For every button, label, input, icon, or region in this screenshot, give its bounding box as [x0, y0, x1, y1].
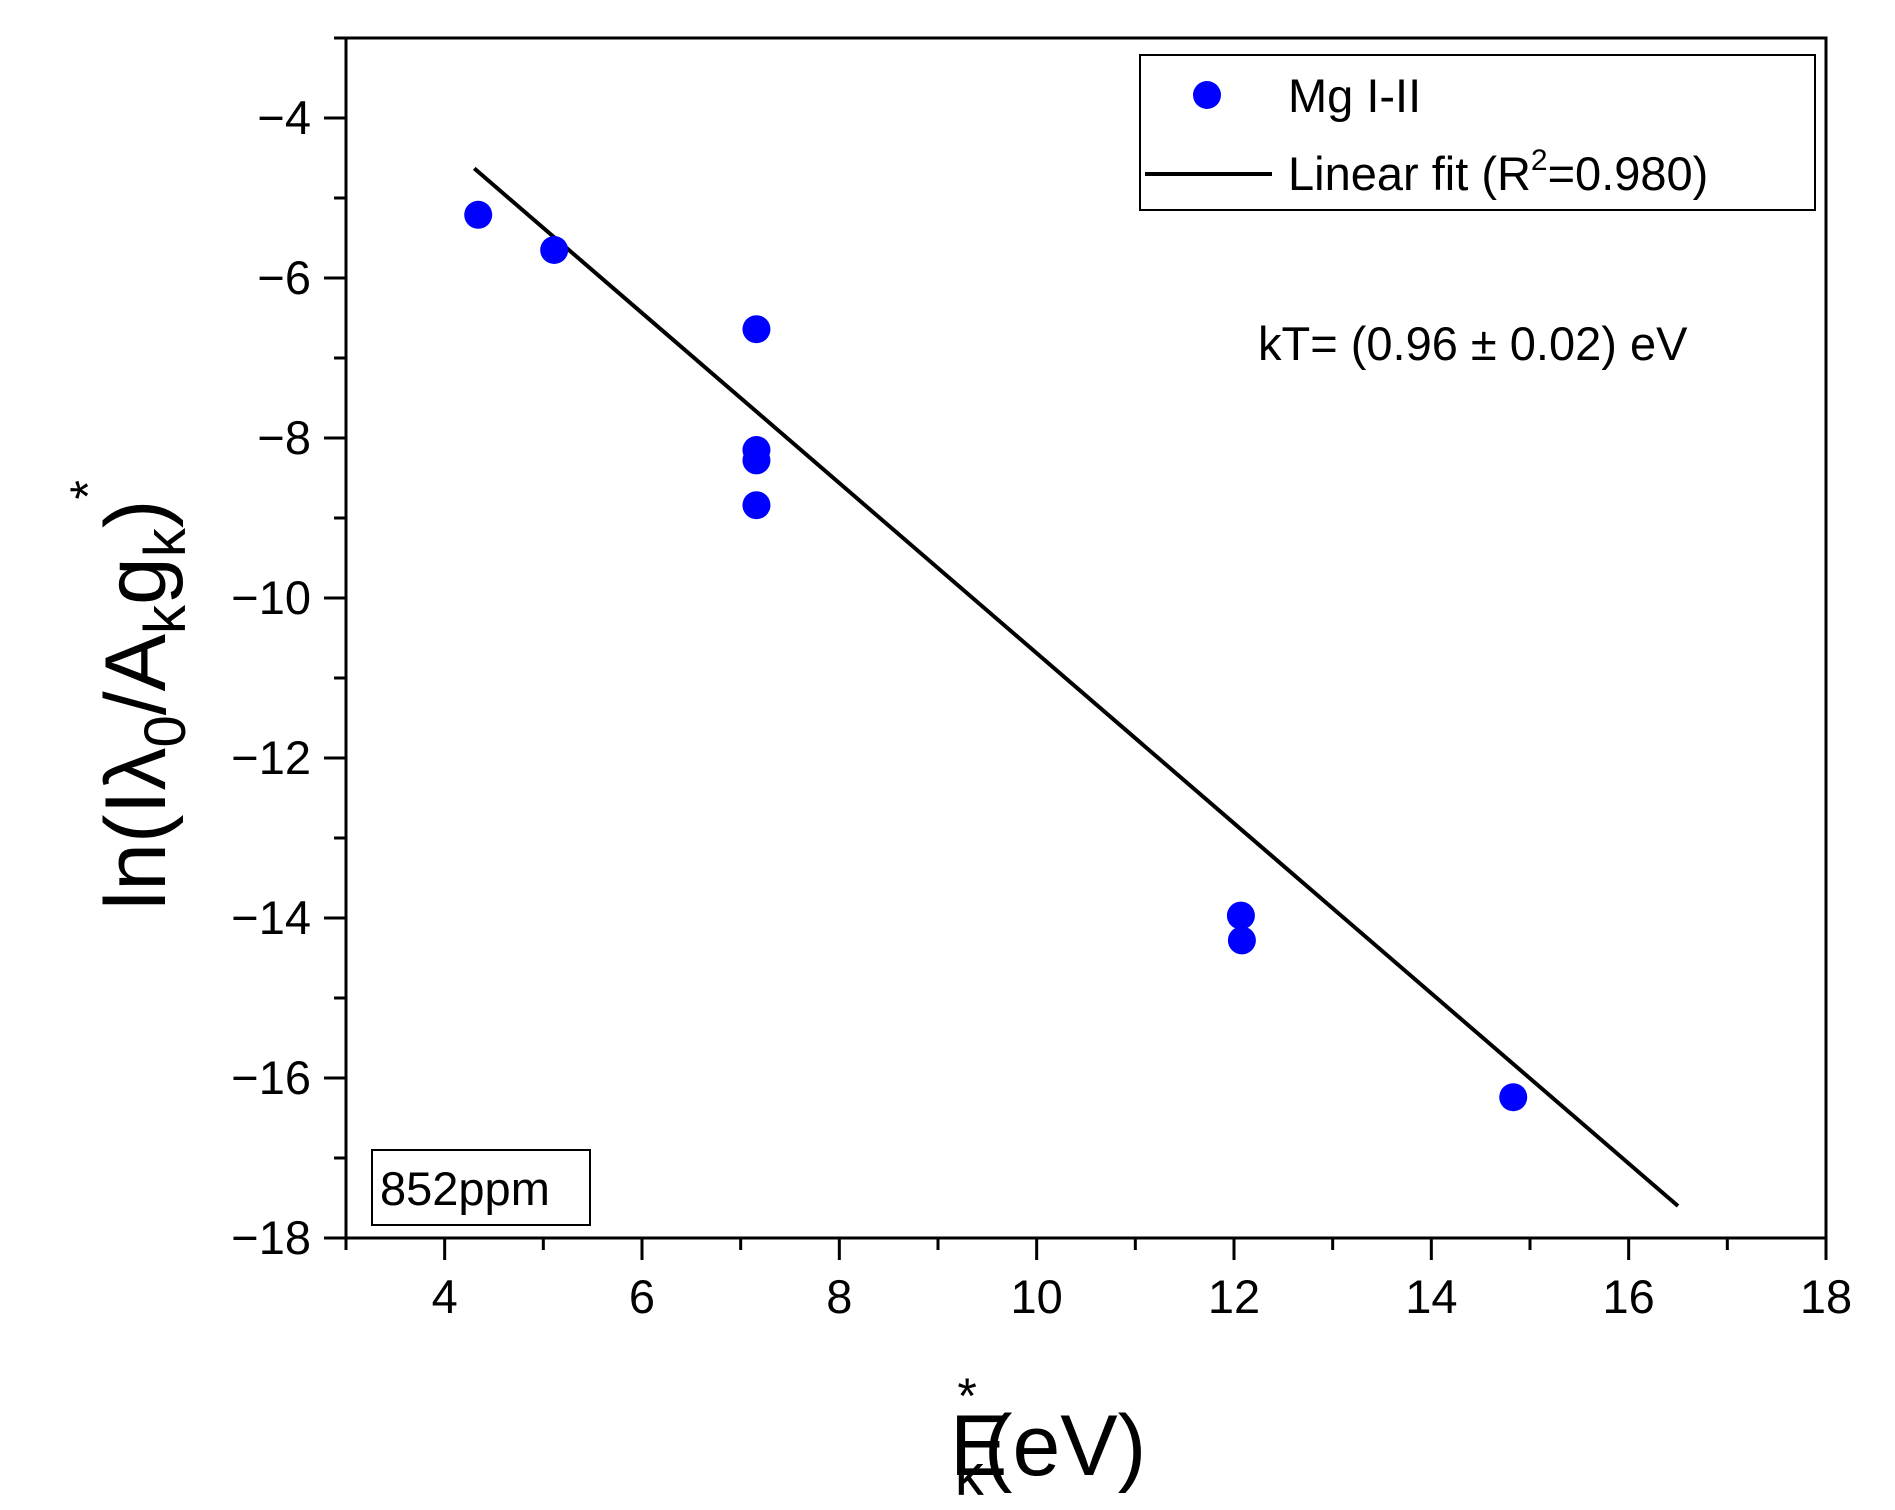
data-point	[1499, 1083, 1528, 1112]
x-axis-title: E* k(eV)	[950, 1368, 1146, 1508]
y-tick-label: −4	[257, 91, 311, 144]
sample-label-text: 852ppm	[380, 1162, 550, 1215]
x-tick-label: 16	[1603, 1270, 1655, 1323]
data-point	[1227, 926, 1256, 955]
data-point	[742, 491, 771, 520]
data-point	[742, 446, 771, 475]
y-title-sub-k2: k	[133, 527, 198, 557]
data-point	[1226, 901, 1255, 930]
x-title-subscript: k	[955, 1443, 985, 1508]
legend-marker-mg	[1193, 81, 1221, 109]
y-tick-label: −18	[231, 1211, 311, 1264]
data-point	[464, 200, 493, 229]
y-title-prefix: ln(Iλ	[88, 748, 184, 910]
y-tick-label: −10	[231, 571, 311, 624]
x-tick-label: 8	[826, 1270, 852, 1323]
y-title-suffix: )	[88, 500, 184, 529]
legend-label-fit: Linear fit (R2=0.980)	[1288, 144, 1708, 200]
data-point	[540, 236, 569, 264]
y-tick-label: −14	[231, 891, 311, 944]
y-tick-label: −6	[257, 251, 311, 304]
legend-box	[1139, 54, 1816, 211]
x-tick-label: 10	[1011, 1270, 1063, 1323]
legend-fit-text: Linear fit (R	[1288, 147, 1531, 200]
legend: Mg I-II Linear fit (R2=0.980)	[1139, 54, 1816, 211]
linear-fit-line	[472, 166, 1680, 1208]
kt-annotation: kT= (0.96 ± 0.02) eV	[1258, 317, 1688, 370]
legend-fit-suffix: =0.980)	[1548, 147, 1709, 200]
y-tick-label: −8	[257, 411, 311, 464]
axes: 4 6 8 10 12 14 16 18 −18 −16 −14 −12 −10 −8 −6 −4	[231, 36, 1852, 1323]
x-title-superscript: *	[957, 1368, 976, 1424]
y-tick-label: −12	[231, 731, 311, 784]
x-tick-label: 18	[1800, 1270, 1852, 1323]
y-axis-title: ln(Iλ0/Akgk)*	[60, 480, 198, 910]
x-tick-label: 4	[432, 1270, 458, 1323]
x-title-main: E	[950, 1398, 1007, 1494]
data-points-group	[464, 200, 1528, 1112]
y-title-sub-0: 0	[133, 715, 198, 747]
sample-label-box	[371, 1149, 591, 1226]
x-tick-label: 12	[1208, 1270, 1260, 1323]
sample-label: 852ppm	[371, 1149, 591, 1226]
y-title-mid-g: g	[88, 557, 184, 605]
x-tick-label: 14	[1405, 1270, 1457, 1323]
y-title-mid-a: /A	[88, 633, 184, 715]
legend-fit-superscript: 2	[1531, 144, 1548, 177]
x-tick-label: 6	[629, 1270, 655, 1323]
data-point	[742, 315, 771, 344]
y-title-sub-k1: k	[133, 604, 198, 634]
legend-label-mg: Mg I-II	[1288, 69, 1421, 122]
y-tick-label: −16	[231, 1051, 311, 1104]
plot-frame	[344, 36, 1828, 1240]
y-title-superscript: *	[60, 480, 116, 499]
x-title-suffix: (eV)	[984, 1398, 1146, 1494]
fit-line-group	[472, 166, 1680, 1208]
